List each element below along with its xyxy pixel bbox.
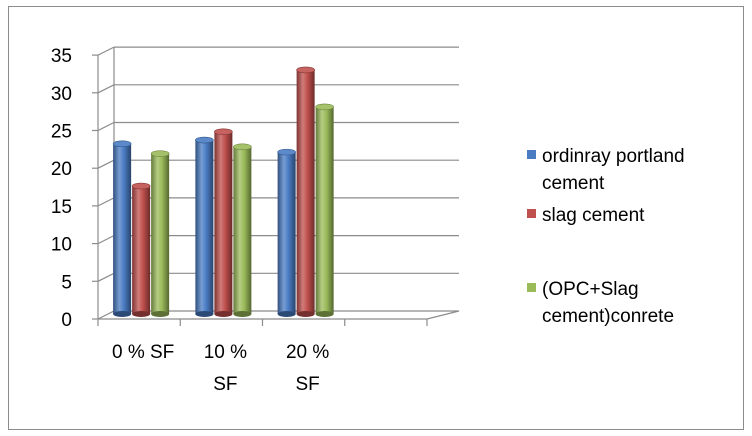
gridline-side bbox=[97, 121, 115, 132]
bar bbox=[112, 140, 132, 317]
bar-body bbox=[151, 153, 170, 314]
bar-top bbox=[131, 182, 151, 190]
bars bbox=[112, 66, 334, 317]
bar bbox=[150, 150, 170, 317]
bar bbox=[195, 136, 214, 317]
bar-base bbox=[214, 311, 233, 317]
bar-body bbox=[315, 106, 334, 314]
legend-label: ordinray portland cement bbox=[542, 146, 685, 194]
bar bbox=[277, 148, 296, 317]
bar-body bbox=[233, 146, 252, 314]
bar-top bbox=[214, 128, 233, 136]
bar-base bbox=[315, 311, 334, 317]
legend-entry: ordinray portland cement bbox=[527, 146, 685, 194]
gridline-side bbox=[97, 235, 115, 245]
x-tick-label: 10 % SF bbox=[204, 342, 247, 395]
bar-body bbox=[132, 186, 151, 314]
bar-top bbox=[233, 143, 252, 151]
y-tick-label: 20 bbox=[51, 159, 72, 180]
legend-swatch bbox=[527, 283, 536, 292]
y-tick-label: 30 bbox=[51, 84, 72, 105]
y-tick-label: 15 bbox=[51, 197, 72, 218]
y-tick-label: 0 bbox=[61, 310, 72, 331]
bar-top bbox=[296, 66, 315, 74]
bar-top bbox=[195, 136, 214, 144]
bar-body bbox=[214, 131, 233, 314]
bar-body bbox=[296, 69, 315, 314]
legend-entry: (OPC+Slag cement)conrete bbox=[527, 279, 674, 327]
bar-base bbox=[277, 311, 296, 317]
bar bbox=[214, 128, 233, 317]
x-tick-label: 20 % SF bbox=[286, 342, 329, 395]
gridline-side bbox=[97, 159, 115, 169]
bar bbox=[296, 66, 315, 317]
legend: ordinray portland cement slag cement (OPC+S… bbox=[527, 146, 685, 327]
legend-label: (OPC+Slag cement)conrete bbox=[542, 279, 674, 327]
bar-top bbox=[112, 140, 132, 148]
bar bbox=[131, 182, 151, 317]
bar-body bbox=[113, 143, 132, 314]
y-tick-label: 25 bbox=[51, 122, 72, 143]
bar bbox=[233, 143, 252, 317]
x-tick-label: 0 % SF bbox=[112, 342, 174, 363]
gridline-side bbox=[97, 197, 115, 207]
bar-body bbox=[195, 140, 214, 314]
bar-base bbox=[113, 311, 132, 317]
bar-body bbox=[277, 152, 296, 314]
y-tick-label: 35 bbox=[51, 46, 72, 67]
bar-base bbox=[151, 311, 170, 317]
gridline-side bbox=[97, 84, 115, 94]
bar-top bbox=[277, 148, 296, 156]
bar-base bbox=[233, 311, 252, 317]
y-tick-label: 5 bbox=[61, 272, 72, 293]
legend-entry: slag cement bbox=[527, 205, 645, 226]
bar bbox=[315, 103, 334, 317]
bar-base bbox=[296, 311, 315, 317]
legend-label: slag cement bbox=[542, 205, 645, 226]
y-axis-tick-labels: 0 5 10 15 20 25 30 35 bbox=[51, 46, 72, 331]
y-tick-label: 10 bbox=[51, 235, 72, 256]
x-axis-tick-labels: 0 % SF 10 % SF 20 % SF bbox=[112, 342, 329, 395]
bar-top bbox=[150, 150, 170, 157]
chart-floor bbox=[97, 310, 460, 320]
legend-swatch bbox=[527, 150, 536, 159]
bar-base bbox=[132, 311, 151, 317]
gridlines bbox=[97, 46, 459, 282]
legend-swatch bbox=[527, 209, 536, 218]
gridline-side bbox=[97, 272, 115, 282]
bar-base bbox=[195, 311, 214, 317]
gridline-side bbox=[97, 46, 115, 56]
bar-top bbox=[315, 103, 334, 111]
